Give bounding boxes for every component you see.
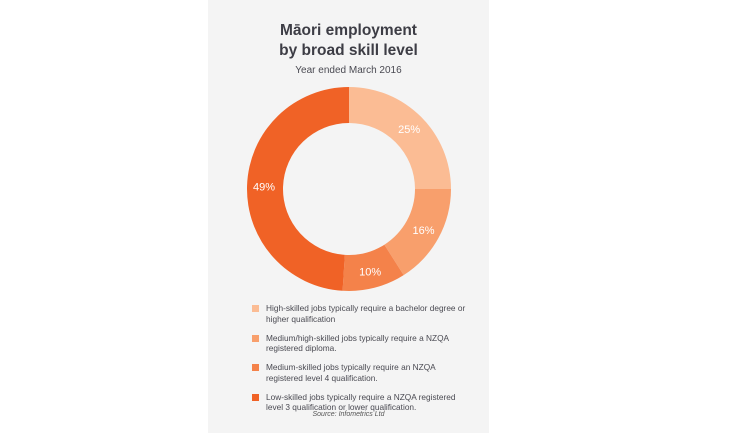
chart-subtitle: Year ended March 2016 <box>295 65 402 76</box>
legend-label: High-skilled jobs typically require a ba… <box>266 303 466 324</box>
legend-swatch <box>252 364 259 371</box>
legend-item: High-skilled jobs typically require a ba… <box>252 303 472 324</box>
legend-item: Medium-skilled jobs typically require an… <box>252 362 472 383</box>
legend-swatch <box>252 393 259 401</box>
chart-title-line-2: by broad skill level <box>279 42 418 59</box>
donut-slice <box>342 244 404 291</box>
source-note: Source: Infometrics Ltd <box>312 411 385 418</box>
legend-label: Low-skilled jobs typically require a NZQ… <box>266 391 456 413</box>
legend-label: Medium-skilled jobs typically require an… <box>266 362 436 383</box>
legend-label: Medium/high-skilled jobs typically requi… <box>266 332 449 354</box>
data-label: 16% <box>412 225 434 237</box>
chart-title: Māori employment by broad skill level <box>208 21 489 61</box>
legend-item: Low-skilled jobs typically require a NZQ… <box>252 392 472 413</box>
legend: High-skilled jobs typically require a ba… <box>252 303 472 421</box>
data-label: 10% <box>359 266 381 278</box>
legend-swatch <box>252 305 259 312</box>
data-label: 49% <box>253 181 275 193</box>
legend-swatch <box>252 334 259 342</box>
donut-slice <box>246 87 349 291</box>
donut-slice <box>384 189 451 276</box>
data-label: 25% <box>398 124 420 136</box>
legend-item: Medium/high-skilled jobs typically requi… <box>252 333 472 354</box>
donut-slice <box>349 87 451 189</box>
chart-title-line-1: Māori employment <box>280 22 417 39</box>
